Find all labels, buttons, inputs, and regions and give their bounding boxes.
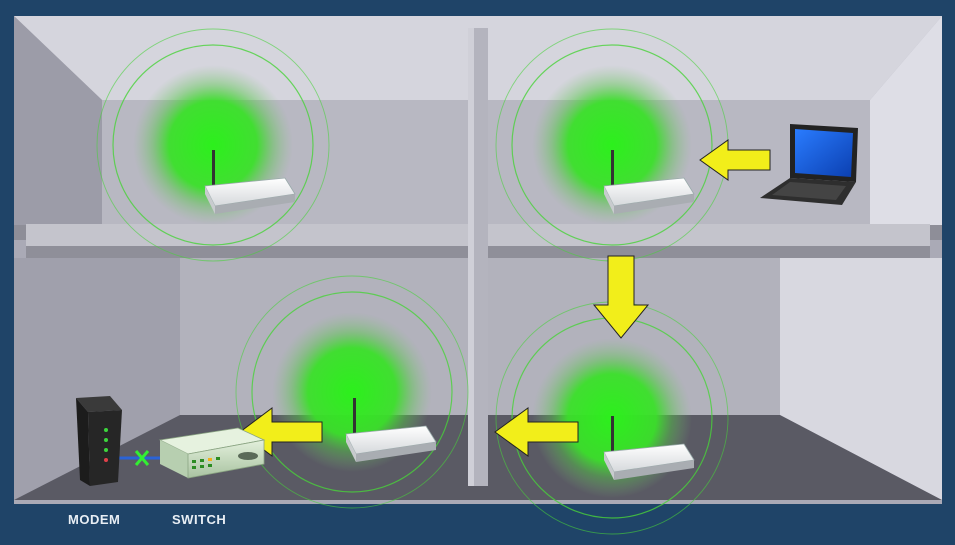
wireless-router-icon (345, 398, 437, 462)
wireless-router-icon (204, 150, 296, 214)
wireless-router-icon (603, 150, 695, 214)
arrow-left-icon (699, 139, 771, 181)
modem-label: MODEM (68, 512, 121, 527)
network-switch-icon (158, 427, 266, 479)
modem-icon (76, 396, 122, 486)
arrow-left-icon (494, 407, 579, 457)
cross-icon (134, 450, 150, 466)
switch-label: SWITCH (172, 512, 227, 527)
laptop-icon (760, 124, 858, 205)
building (14, 16, 942, 504)
wireless-router-icon (603, 416, 695, 480)
arrow-down-icon (592, 255, 650, 339)
